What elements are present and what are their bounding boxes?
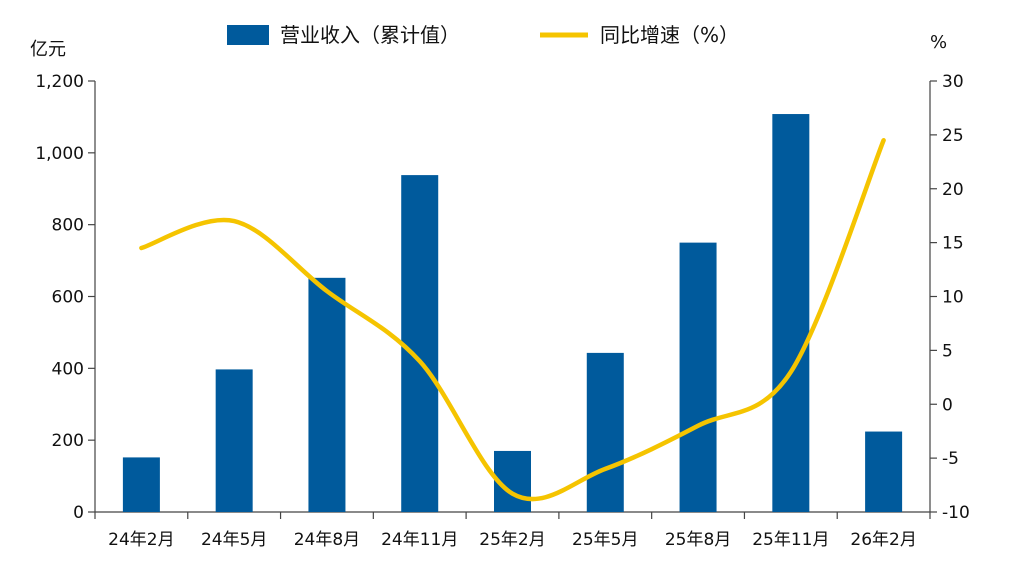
left-tick-label: 800 (52, 216, 84, 236)
left-tick-label: 600 (52, 288, 84, 308)
x-tick-label: 25年11月 (752, 530, 829, 550)
x-tick-label: 24年8月 (294, 530, 360, 550)
bar-24年8月 (308, 277, 346, 512)
right-tick-label: 0 (942, 395, 953, 415)
bar-series (122, 114, 903, 512)
line-series (139, 138, 886, 502)
legend-label-revenue: 营业收入（累计值） (280, 23, 460, 47)
x-tick-label: 24年5月 (201, 530, 267, 550)
bar-24年11月 (401, 175, 439, 512)
x-tick-label: 25年2月 (479, 530, 545, 550)
growth-point-25年5月 (604, 468, 606, 470)
right-tick-label: 10 (942, 288, 964, 308)
legend-label-growth: 同比增速（%） (600, 23, 739, 47)
legend: 营业收入（累计值） 同比增速（%） (227, 23, 739, 47)
legend-swatch-revenue (227, 25, 269, 45)
axes: 0 200 400 600 800 1,000 1,200 -10 -5 0 5 10 15 20 25 30 (35, 72, 969, 523)
x-tick-label: 25年8月 (665, 530, 731, 550)
right-tick-label: 5 (942, 341, 953, 361)
bar-25年8月 (679, 242, 717, 512)
right-axis-unit: % (930, 32, 947, 53)
x-tick-label: 24年2月 (108, 530, 174, 550)
x-tick-label: 24年11月 (381, 530, 458, 550)
bar-26年2月 (865, 431, 903, 512)
left-tick-label: 400 (52, 359, 84, 379)
x-tick-label: 26年2月 (850, 530, 916, 550)
x-tick-label: 25年5月 (572, 530, 638, 550)
growth-point-25年2月 (512, 493, 513, 495)
growth-point-25年8月 (697, 425, 699, 427)
bar-25年5月 (586, 352, 624, 512)
bar-24年5月 (215, 369, 253, 512)
left-tick-label: 200 (52, 431, 84, 451)
growth-rate-line (139, 138, 886, 502)
growth-point-24年2月 (140, 247, 142, 249)
right-tick-label: -5 (942, 449, 959, 469)
right-tick-label: 25 (942, 126, 964, 146)
left-tick-label: 1,200 (35, 72, 84, 92)
right-tick-label: 30 (942, 72, 964, 92)
left-axis-unit: 亿元 (30, 39, 66, 60)
left-tick-label: 0 (73, 503, 84, 523)
growth-point-24年11月 (419, 360, 421, 362)
left-tick-label: 1,000 (35, 144, 84, 164)
right-tick-label: 15 (942, 234, 964, 254)
growth-point-24年5月 (233, 220, 235, 222)
bar-24年2月 (122, 457, 160, 512)
growth-point-24年8月 (326, 290, 328, 292)
right-tick-label: -10 (942, 503, 970, 523)
x-axis-labels: 24年2月 24年5月 24年8月 24年11月 25年2月 25年5月 25年8月 25年1… (108, 530, 917, 550)
right-tick-label: 20 (942, 180, 964, 200)
growth-point-26年2月 (883, 139, 885, 141)
bar-25年11月 (772, 114, 810, 512)
growth-point-25年11月 (790, 371, 792, 373)
